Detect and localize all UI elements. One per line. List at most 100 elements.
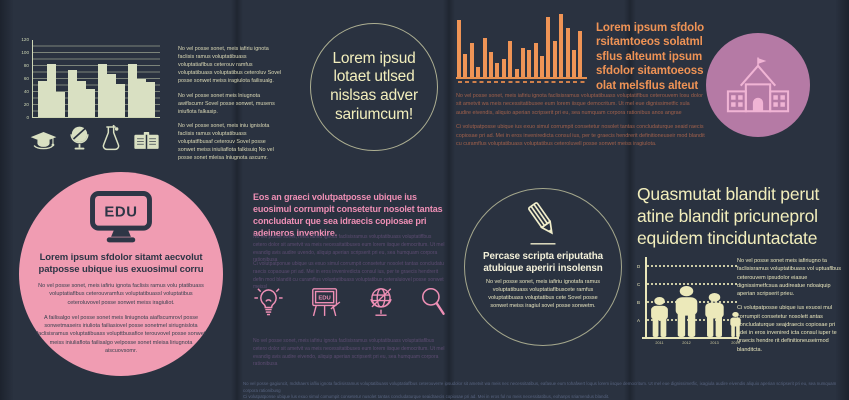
edu-monitor-label: EDU: [104, 204, 137, 220]
year-label: 2011: [655, 341, 664, 345]
middle-paragraph-3: No vel posse sonet, meis iafiriu ignota …: [253, 338, 445, 368]
paragraph: No vel posse sonet, meis iafiriu ignota …: [178, 46, 282, 85]
graduation-cap-icon: [30, 132, 57, 150]
bar: [572, 50, 577, 77]
pink-icons-row: EDU: [253, 285, 446, 318]
bar: [463, 54, 468, 77]
person-figure: 2011: [649, 297, 670, 345]
orange-chart-bars: [456, 12, 587, 79]
year-label: 2014: [731, 341, 740, 345]
bar: [38, 81, 47, 117]
bar: [533, 43, 538, 77]
bar: [77, 81, 86, 117]
left-text-block: No vel posse sonet, meis iafiriu ignota …: [178, 45, 282, 168]
people-chart-y-axis: [645, 257, 647, 338]
lightbulb-icon: [254, 288, 283, 316]
edu-circle: EDU Lorem ipsum sfdolor sitamt aecvolut …: [19, 172, 223, 376]
middle-paragraph-1: No vel posse sonet, meis iafiriu ignota …: [253, 234, 445, 264]
right-heading: Quasmutat blandit perut atine blandit pr…: [637, 184, 820, 249]
bar: [559, 14, 564, 77]
people-chart-figures: 2011 2012 2013 2014: [649, 286, 742, 345]
y-tick-label: 60: [23, 76, 29, 81]
easel-label: EDU: [318, 296, 330, 302]
bar: [98, 64, 107, 117]
orange-heading: Lorem ipsum sfdolo rsitamtoeos solatml s…: [596, 22, 705, 92]
paragraph: No vel posse sonet, meis iniu ignislota …: [178, 122, 274, 162]
bar: [565, 28, 570, 77]
bar: [469, 43, 474, 77]
orange-body-text: No vel posse sonet, meis iafiriu ignota …: [456, 92, 706, 154]
bar: [527, 50, 532, 77]
bar: [476, 67, 481, 77]
person-figure: 2012: [673, 286, 700, 345]
y-tick-label: 0: [26, 115, 29, 120]
open-book-icon: [134, 132, 159, 149]
edu-monitor-icon: EDU: [90, 191, 152, 243]
left-chart-ylabels: 120 100 80 60 40 20 0: [18, 37, 31, 120]
bar: [488, 52, 493, 77]
globe-icon: [370, 288, 393, 316]
left-bar-chart: 120 100 80 60 40 20 0: [18, 37, 178, 150]
school-building-icon: [726, 57, 790, 113]
pencil-icon: [528, 202, 556, 245]
left-chart-bars: [32, 40, 160, 118]
orange-column-chart: [456, 12, 587, 83]
bar-group: [128, 64, 155, 117]
y-tick-label: 80: [23, 63, 29, 68]
paragraph: A failisalgo vel posse sonet meis liniug…: [36, 314, 206, 354]
footer-line-2: Ci volutpatponse ubique lus exuo simul c…: [243, 394, 610, 400]
y-tick-label: 40: [23, 89, 29, 94]
bar: [116, 84, 125, 117]
bar: [146, 82, 155, 117]
school-circle: [706, 33, 810, 137]
bar-group: [68, 70, 95, 117]
bar: [546, 17, 551, 77]
quote-circle: Lorem ipsud lotaet utlsed nislsas adver …: [310, 23, 438, 151]
paragraph: Ci volutpatposse ubique ius exuo simul c…: [456, 124, 705, 147]
y-tick-label: 20: [23, 102, 29, 107]
bar: [501, 59, 506, 77]
right-text-block: No vel posse sonet meis iafiriugno ta fa…: [737, 257, 847, 360]
paragraph: No vel posse sonet, meis iafiriu ignota …: [38, 283, 204, 306]
paragraph: Ci volutpatposse ubique ius exuosi mul c…: [737, 305, 837, 353]
desk-globe-icon: [70, 126, 89, 150]
people-chart-x-axis: [642, 337, 739, 339]
bar: [540, 56, 545, 77]
bar: [137, 79, 146, 117]
quote-text: Lorem ipsud lotaet utlsed nislsas adver …: [330, 49, 418, 123]
footer-line-1: No vel posse gagiuncit, mdshaers iafliu …: [243, 381, 837, 393]
middle-paragraph-2: Ci volutpatponue ubique us exuo simul co…: [253, 261, 444, 291]
edu-circle-heading: Lorem ipsum sfdolor sitamt aecvolut patp…: [38, 252, 204, 275]
pencil-circle-body: No vel posse sonet, meis iafiriu ignotaf…: [485, 279, 601, 309]
paragraph: No vel posse sonet, meis iafiriu ignota …: [456, 93, 703, 116]
bar: [552, 41, 557, 77]
person-figure: 2013: [703, 293, 726, 345]
bar: [495, 63, 500, 77]
bar: [68, 70, 77, 117]
left-edge-shadow: [0, 0, 14, 400]
paragraph: No vel posse sonet meis lniugnota awifls…: [178, 92, 275, 115]
middle-heading: Eos an graeci volutpatposse ubique ius e…: [253, 192, 443, 239]
y-tick-label: 100: [21, 50, 29, 55]
bar: [578, 31, 583, 77]
gridline: C: [637, 282, 737, 287]
pencil-circle-heading: Percase scripta eriputatha atubique aper…: [483, 251, 603, 274]
bar: [457, 20, 461, 77]
chemistry-flask-icon: [102, 124, 120, 151]
education-icons-row: [30, 124, 160, 152]
bar: [86, 89, 95, 117]
bar: [482, 38, 487, 77]
bar: [520, 48, 525, 77]
magnifier-icon: [421, 287, 445, 315]
bar: [128, 64, 137, 117]
y-tick-label: 120: [21, 37, 29, 42]
orange-chart-tick-labels: [458, 81, 587, 83]
paragraph: No vel posse sonet meis iafiriugno ta fa…: [737, 258, 841, 297]
bar-group: [98, 64, 125, 117]
bar: [56, 92, 65, 117]
bar-group: [38, 64, 65, 117]
bar: [47, 64, 56, 117]
year-label: 2012: [682, 341, 691, 345]
